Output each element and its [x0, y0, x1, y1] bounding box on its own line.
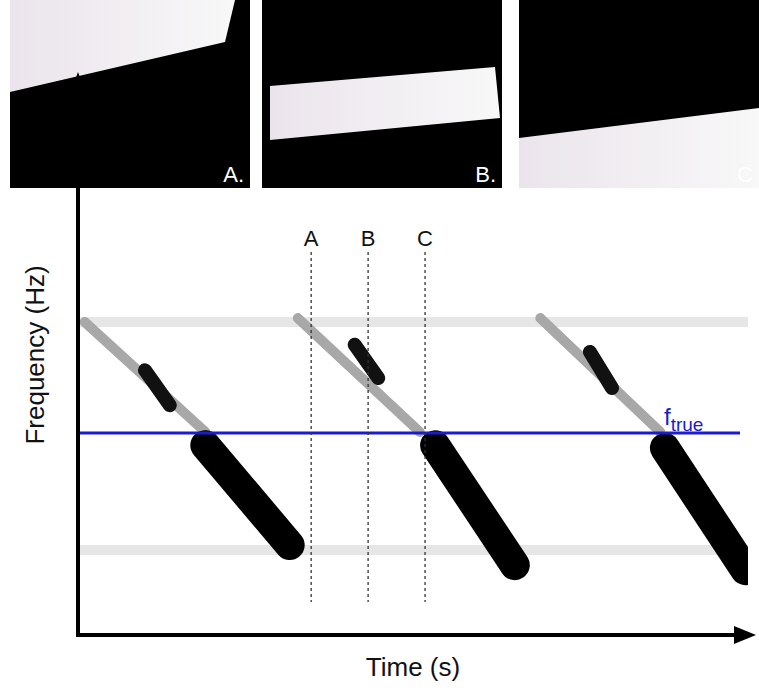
spectral-ridge [205, 445, 745, 570]
photo-panel: C [519, 0, 759, 188]
panel-label: A. [223, 162, 244, 187]
photo-bar [519, 108, 759, 188]
marker-label: A [304, 226, 319, 251]
y-axis-arrow [69, 72, 87, 96]
reference-label: ftrue [664, 403, 703, 435]
x-axis-title: Time (s) [366, 652, 460, 682]
photo-bar [10, 0, 235, 92]
marker-line [311, 252, 312, 602]
photo-background [262, 0, 502, 188]
marker-label: C [417, 226, 433, 251]
plot-area [78, 318, 748, 570]
photo-bar [270, 67, 500, 140]
y-axis [76, 92, 80, 635]
reference-line [80, 431, 740, 434]
photo-panel: B. [262, 0, 502, 188]
figure: A. B. Cftrue A B C Time (s) Frequency (Hz) [0, 0, 759, 693]
x-axis-arrow [734, 626, 756, 644]
photo-background [519, 0, 759, 188]
x-axis [76, 633, 738, 637]
marker-label: B [361, 226, 376, 251]
photo-panel: A. [10, 0, 250, 188]
spectral-ridge [85, 318, 661, 432]
panel-label: C [737, 162, 753, 187]
reference-label-sub: true [671, 414, 704, 435]
panel-label: B. [475, 162, 496, 187]
y-axis-title: Frequency (Hz) [20, 265, 50, 444]
spectral-ridge [145, 345, 612, 406]
marker-line [424, 252, 425, 602]
photo-background [10, 0, 250, 188]
spectral-ridge [78, 322, 748, 550]
marker-line [367, 252, 368, 602]
